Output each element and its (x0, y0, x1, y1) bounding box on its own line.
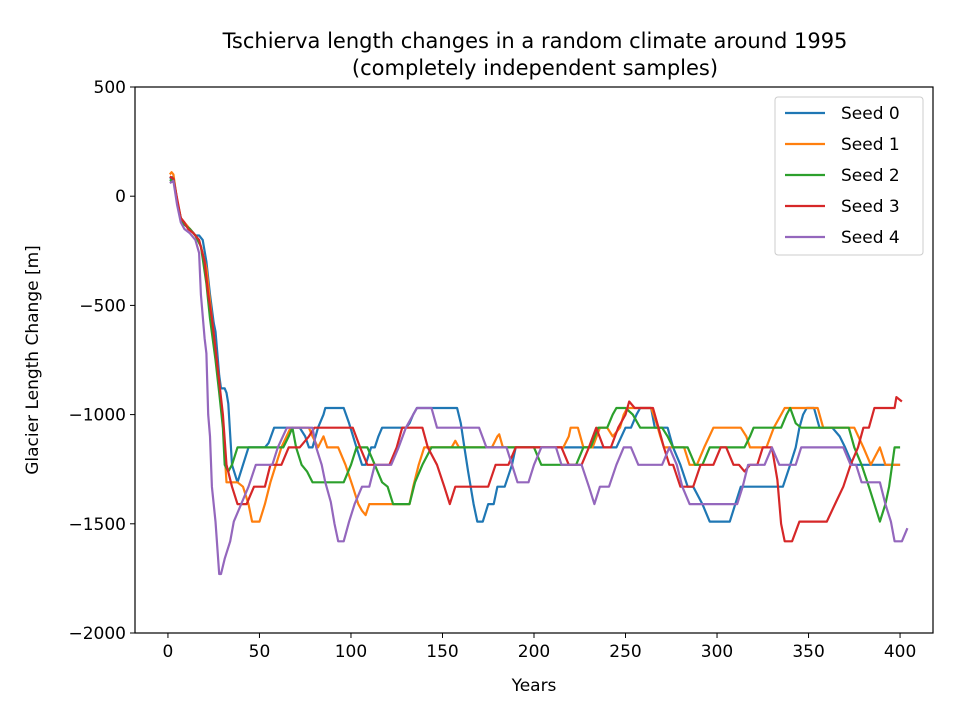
x-tick-label: 200 (518, 642, 550, 662)
x-tick-label: 400 (884, 642, 916, 662)
legend-label-seed-1: Seed 1 (841, 135, 900, 155)
y-axis-label: Glacier Length Change [m] (23, 245, 43, 475)
x-tick-label: 350 (792, 642, 824, 662)
x-tick-label: 100 (335, 642, 367, 662)
legend-box (774, 96, 924, 256)
x-tick-label: 150 (426, 642, 458, 662)
plot-frame (134, 86, 934, 634)
x-tick-label: 300 (701, 642, 733, 662)
y-tick-label: −500 (79, 296, 126, 316)
series-line-seed-4 (169, 179, 909, 576)
y-tick-label: −1000 (68, 406, 126, 426)
legend: Seed 0 Seed 1 Seed 2 Seed 3 Seed 4 (774, 96, 924, 256)
chart-title-line2: (completely independent samples) (352, 56, 718, 80)
legend-label-seed-0: Seed 0 (841, 104, 900, 124)
chart-title-line1: Tschierva length changes in a random cli… (222, 29, 848, 53)
y-tick-label: −1500 (68, 515, 126, 535)
y-tick-label: 500 (94, 78, 126, 98)
y-tick-label: −2000 (68, 624, 126, 644)
legend-label-seed-2: Seed 2 (841, 166, 900, 186)
y-tick-label: 0 (115, 187, 126, 207)
ticks-group: 0 50 100 150 200 250 300 350 400 500 0 −500 −1000 −15… (68, 78, 916, 662)
x-axis-label: Years (511, 676, 557, 696)
legend-label-seed-4: Seed 4 (841, 228, 900, 248)
legend-label-seed-3: Seed 3 (841, 197, 900, 217)
series-group (168, 171, 909, 576)
x-tick-label: 50 (249, 642, 271, 662)
x-tick-label: 0 (163, 642, 174, 662)
x-tick-label: 250 (609, 642, 641, 662)
